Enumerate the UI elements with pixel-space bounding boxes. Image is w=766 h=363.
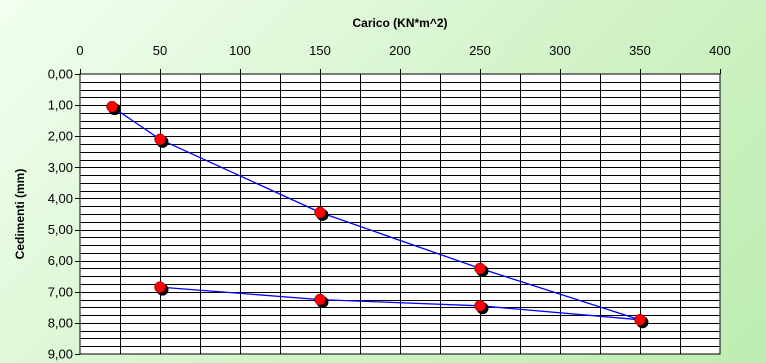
tick-labels: 0 50 100 150 200 250 300 350 400 0,00 1,00 2,00 3,00… [48,43,731,362]
y-tick-label: 3,00 [48,160,73,175]
y-tick-label: 6,00 [48,253,73,268]
y-tick-label: 9,00 [48,347,73,362]
x-tick-label: 150 [309,43,331,58]
x-axis-title: Carico (KN*m^2) [352,16,447,30]
data-point [474,300,486,312]
data-point [634,314,646,326]
y-tick-label: 5,00 [48,222,73,237]
data-point [314,206,326,219]
y-tick-label: 8,00 [48,315,73,330]
data-series [106,100,649,329]
data-point [314,293,326,306]
y-axis-title: Cedimenti (mm) [13,169,27,260]
x-tick-label: 200 [389,43,411,58]
y-tick-label: 4,00 [48,191,73,206]
x-tick-label: 0 [76,43,83,58]
series-line [111,106,641,321]
y-tick-label: 1,00 [48,98,73,113]
data-point [154,133,166,146]
x-tick-label: 250 [469,43,491,58]
y-tick-label: 2,00 [48,129,73,144]
data-point [106,100,118,113]
y-tick-label: 0,00 [48,67,73,82]
data-point [154,281,166,293]
grid [80,74,720,354]
x-tick-label: 300 [549,43,571,58]
x-tick-label: 100 [229,43,251,58]
x-tick-label: 350 [629,43,651,58]
y-tick-label: 7,00 [48,284,73,299]
tick-marks [75,69,721,355]
x-tick-label: 400 [709,43,731,58]
data-point [474,262,486,275]
x-tick-label: 50 [153,43,167,58]
